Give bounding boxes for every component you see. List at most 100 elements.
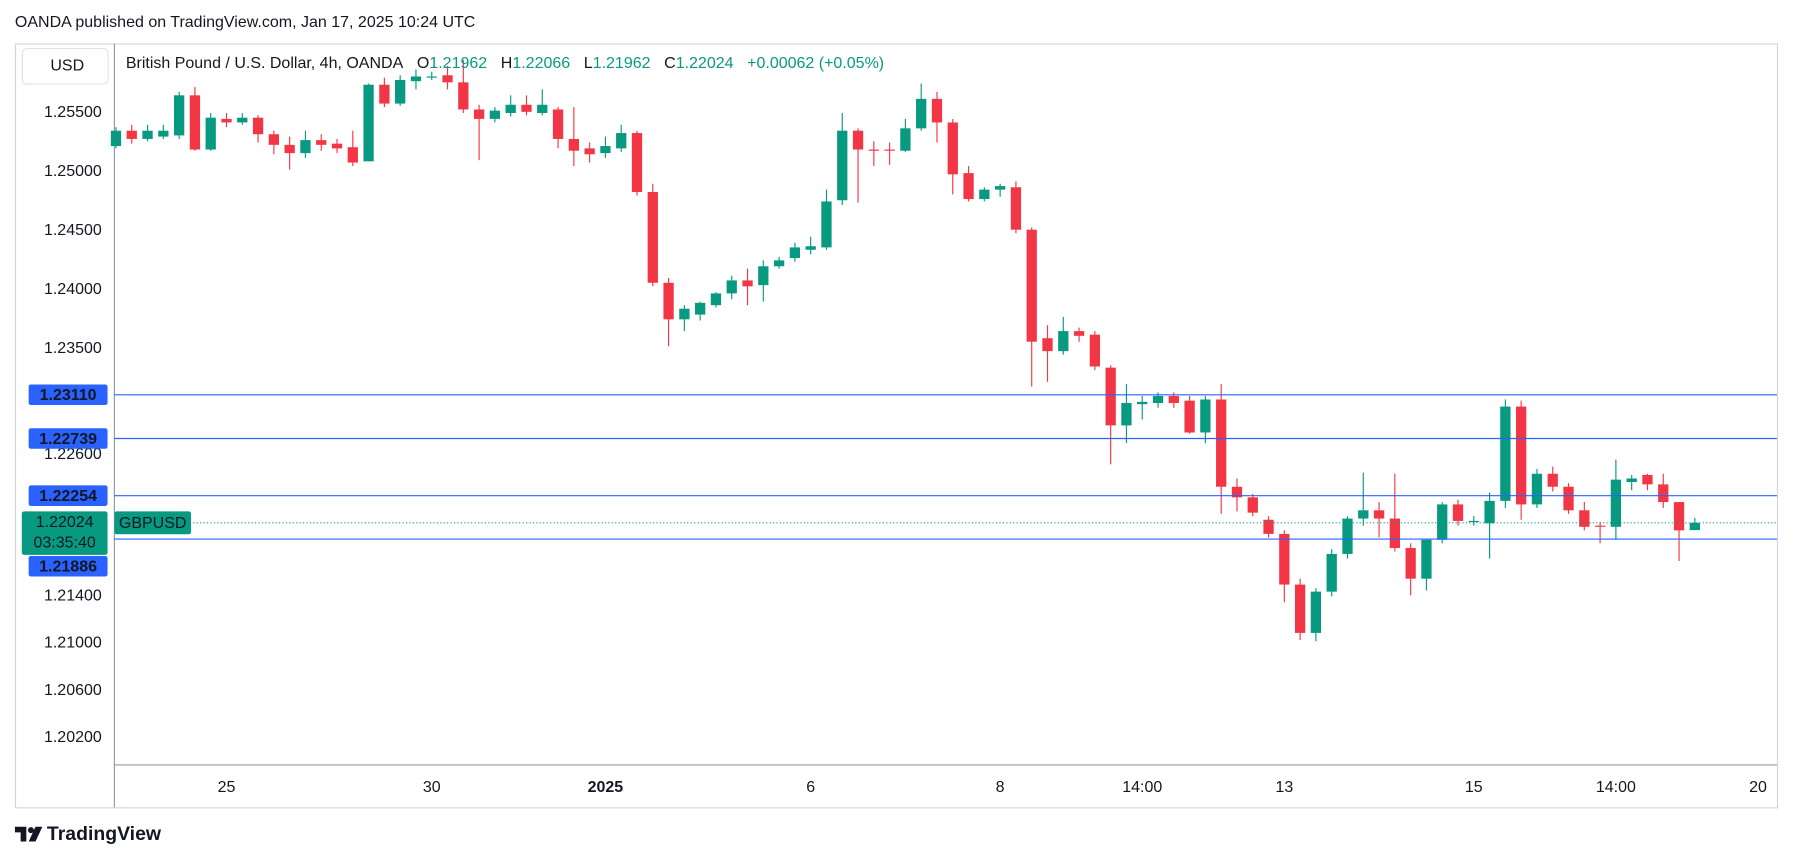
symbol-box <box>114 511 192 535</box>
candle-body <box>600 146 611 154</box>
candle-body <box>742 280 753 287</box>
y-tick-label: 1.24000 <box>44 281 102 298</box>
candle-body <box>1279 533 1290 585</box>
price-line-label: 1.21886 <box>39 559 97 576</box>
candle-body <box>1105 367 1116 426</box>
candle-body <box>1468 520 1479 523</box>
currency-label[interactable]: USD <box>50 58 84 75</box>
candle-body <box>473 109 485 119</box>
candle-body <box>726 280 737 294</box>
candle-body <box>1594 525 1606 527</box>
legend-key: H <box>501 55 513 72</box>
candle-body <box>395 79 406 104</box>
candle-body <box>1042 338 1053 352</box>
candle-body <box>1342 518 1353 554</box>
candle-body <box>1073 331 1085 336</box>
x-tick-label: 2025 <box>588 779 624 796</box>
candle-body <box>110 130 122 147</box>
candle-body <box>884 149 895 151</box>
candle-body <box>1610 479 1622 527</box>
price-line-label: 1.23110 <box>40 387 97 404</box>
legend-key: O <box>417 55 429 72</box>
candle-body <box>189 95 201 150</box>
x-tick-label: 14:00 <box>1122 779 1162 796</box>
logo-slash <box>28 826 43 842</box>
candle-body <box>679 308 690 320</box>
candle-body <box>1026 229 1037 342</box>
candle-body <box>458 82 469 110</box>
candle-body <box>900 128 911 151</box>
candle-body <box>1484 500 1495 524</box>
price-line-label-box <box>28 555 108 577</box>
brand-name: TradingView <box>47 823 162 845</box>
candle-body <box>758 266 769 286</box>
candle-body <box>1658 484 1669 503</box>
candle-body <box>521 104 532 112</box>
candle-body <box>505 104 516 114</box>
candle-body <box>1200 399 1211 433</box>
candle-body <box>584 148 595 155</box>
candle-body <box>363 84 374 162</box>
candle-body <box>931 98 943 123</box>
candle-body <box>1263 519 1274 534</box>
brand-logo: TradingView <box>14 823 162 845</box>
y-tick-label: 1.22600 <box>44 446 102 463</box>
candle-body <box>963 173 974 200</box>
candle-body <box>773 260 785 267</box>
candle-body <box>205 117 216 150</box>
candle-body <box>331 143 343 149</box>
candle-body <box>1247 497 1258 513</box>
candle-body <box>1216 399 1227 487</box>
legend-key: C <box>664 55 676 72</box>
countdown-label: 03:35:40 <box>34 535 96 552</box>
candle-body <box>1531 473 1543 505</box>
y-tick-label: 1.25500 <box>44 104 102 121</box>
candle-body <box>1168 395 1179 404</box>
candle-body <box>1310 591 1322 633</box>
candle-body <box>1231 486 1243 498</box>
x-tick-label: 14:00 <box>1596 779 1636 796</box>
candle-body <box>221 118 232 123</box>
candle-body <box>1405 548 1416 579</box>
candle-body <box>1294 584 1306 633</box>
candle-body <box>647 191 658 283</box>
candle-body <box>979 189 990 200</box>
x-tick-label: 30 <box>423 779 441 796</box>
legend-key: L <box>584 55 593 72</box>
candle-body <box>568 138 579 151</box>
candle-body <box>1689 522 1700 531</box>
currency-button[interactable] <box>21 48 109 85</box>
candle-body <box>1058 331 1069 352</box>
candle-body <box>126 130 137 139</box>
candle-body <box>837 130 848 201</box>
candle-body <box>552 109 564 139</box>
price-line-label: 1.22739 <box>39 431 97 448</box>
candle-body <box>537 104 548 114</box>
candle-body <box>1626 478 1637 483</box>
candle-body <box>1184 400 1195 433</box>
legend-value: 1.21962 <box>593 55 651 72</box>
candle-body <box>426 76 437 78</box>
candle-body <box>237 117 248 123</box>
publish-info: OANDA published on TradingView.com, Jan … <box>15 14 475 31</box>
candle-body <box>821 201 832 248</box>
candle-body <box>1579 510 1590 527</box>
candle-body <box>300 140 311 154</box>
plot-area <box>110 59 1700 642</box>
last-price-box <box>21 511 108 555</box>
candle-body <box>1452 504 1464 521</box>
x-tick-label: 13 <box>1275 779 1293 796</box>
candle-body <box>789 247 801 259</box>
candle-body <box>631 133 643 192</box>
candle-body <box>663 282 674 320</box>
candle-body <box>616 133 627 149</box>
legend: British Pound / U.S. Dollar, 4h, OANDA O… <box>126 55 884 72</box>
legend-title: British Pound / U.S. Dollar, 4h, OANDA <box>126 55 404 72</box>
x-tick-label: 20 <box>1749 779 1767 796</box>
candle-body <box>710 293 722 306</box>
candle-body <box>1358 510 1369 519</box>
candle-body <box>805 246 816 250</box>
logo-dot <box>27 827 34 834</box>
candle-body <box>1152 395 1164 404</box>
